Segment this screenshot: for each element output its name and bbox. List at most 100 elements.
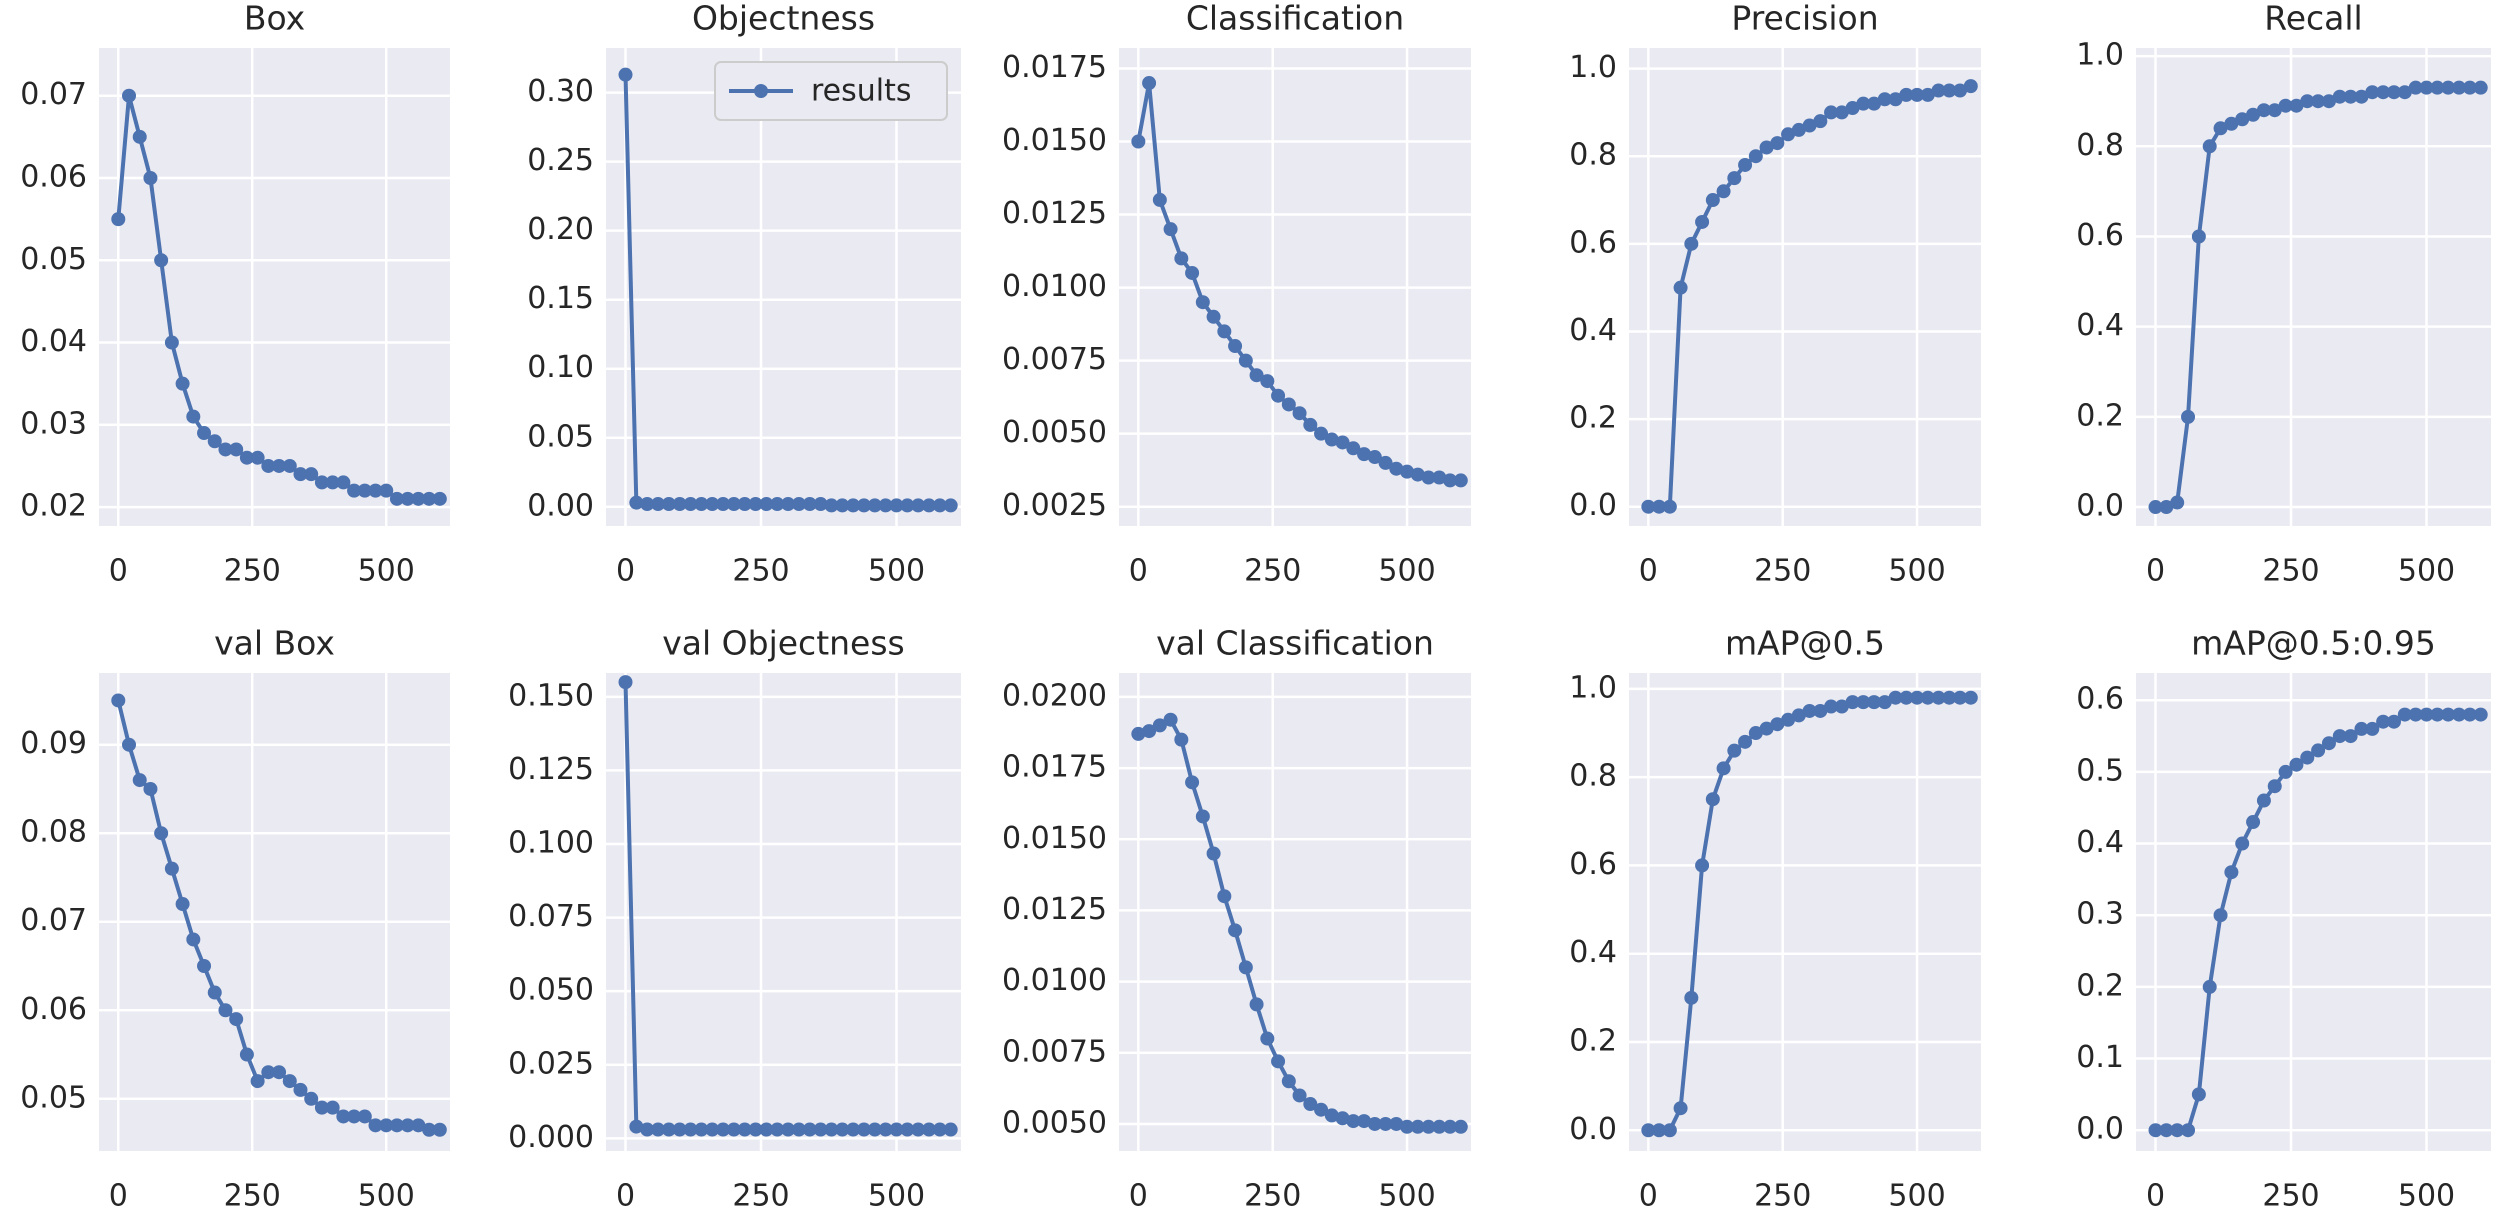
data-point (2224, 116, 2239, 131)
chart-title: Recall (2264, 0, 2362, 38)
data-point (1195, 809, 1210, 824)
data-point (2148, 500, 2163, 515)
x-tick-label: 250 (2262, 1179, 2319, 1212)
data-point (1888, 92, 1903, 107)
data-point (132, 773, 147, 788)
data-point (1802, 118, 1817, 133)
data-point (1195, 295, 1210, 310)
data-point (1314, 1102, 1329, 1117)
data-point (2430, 80, 2445, 95)
data-point (2354, 89, 2369, 104)
data-point (411, 491, 426, 506)
data-point (229, 1012, 244, 1027)
data-point (640, 497, 655, 512)
data-point (1920, 87, 1935, 102)
y-tick-label: 0.09 (20, 726, 87, 761)
data-point (791, 497, 806, 512)
y-tick-label: 0.000 (508, 1120, 594, 1155)
data-point (2343, 729, 2358, 744)
data-point (1684, 990, 1699, 1005)
data-point (1271, 388, 1286, 403)
y-tick-label: 0.8 (2076, 128, 2124, 163)
data-point (2213, 908, 2228, 923)
y-tick-label: 0.20 (527, 212, 594, 247)
data-point (1748, 149, 1763, 164)
data-point (835, 498, 850, 513)
data-point (2202, 979, 2217, 994)
data-point (143, 170, 158, 185)
data-point (422, 1122, 437, 1137)
chart-title: val Objectness (662, 624, 905, 663)
plot-area (606, 673, 961, 1151)
data-point (1716, 761, 1731, 776)
y-tick-label: 0.6 (2076, 682, 2124, 717)
data-point (1292, 1088, 1307, 1103)
data-point (1163, 222, 1178, 237)
data-point (304, 467, 319, 482)
data-point (2343, 89, 2358, 104)
data-point (867, 498, 882, 513)
data-point (2170, 1123, 2185, 1138)
data-point (2191, 229, 2206, 244)
data-point (1410, 1119, 1425, 1134)
data-point (122, 88, 137, 103)
y-tick-label: 0.0200 (1002, 678, 1107, 713)
data-point (2441, 80, 2456, 95)
data-point (293, 1082, 308, 1097)
data-point (1228, 923, 1243, 938)
y-tick-label: 0.6 (1569, 225, 1617, 260)
data-point (1705, 193, 1720, 208)
data-point (1867, 96, 1882, 111)
data-point (250, 450, 265, 465)
data-point (2462, 80, 2477, 95)
data-point (1770, 717, 1785, 732)
data-point (2430, 707, 2445, 722)
data-point (856, 498, 871, 513)
data-point (1845, 695, 1860, 710)
data-point (726, 1122, 741, 1137)
y-tick-label: 0.0 (2076, 1112, 2124, 1147)
data-point (2267, 103, 2282, 118)
plot-area (2136, 673, 2491, 1151)
data-point (1652, 499, 1667, 514)
data-point (1421, 1119, 1436, 1134)
data-point (314, 475, 329, 490)
x-tick-label: 500 (1378, 1179, 1435, 1212)
y-tick-label: 0.025 (508, 1046, 594, 1081)
y-tick-label: 0.0125 (1002, 892, 1107, 927)
data-point (943, 1122, 958, 1137)
data-point (1813, 114, 1828, 129)
data-point (197, 426, 212, 441)
data-point (2170, 495, 2185, 510)
chart-title: mAP@0.5:0.95 (2191, 624, 2436, 663)
data-point (629, 1119, 644, 1134)
y-tick-label: 0.10 (527, 350, 594, 385)
data-point (1813, 703, 1828, 718)
data-point (2191, 1087, 2206, 1102)
data-point (2365, 721, 2380, 736)
data-point (347, 1109, 362, 1124)
data-point (1453, 1119, 1468, 1134)
data-point (813, 497, 828, 512)
data-point (2202, 139, 2217, 154)
data-point (1152, 192, 1167, 207)
data-point (1942, 83, 1957, 98)
data-point (1662, 1123, 1677, 1138)
data-point (1335, 435, 1350, 450)
data-point (261, 458, 276, 473)
data-point (1845, 101, 1860, 116)
data-point (1400, 464, 1415, 479)
data-point (694, 497, 709, 512)
data-point (432, 1122, 447, 1137)
data-point (1781, 127, 1796, 142)
data-point (1303, 417, 1318, 432)
data-point (2452, 707, 2467, 722)
data-point (661, 497, 676, 512)
y-tick-label: 0.6 (1569, 847, 1617, 882)
y-tick-label: 0.08 (20, 815, 87, 850)
data-point (389, 491, 404, 506)
data-point (357, 483, 372, 498)
x-tick-label: 250 (2262, 554, 2319, 589)
data-point (207, 985, 222, 1000)
x-tick-label: 250 (732, 554, 789, 589)
